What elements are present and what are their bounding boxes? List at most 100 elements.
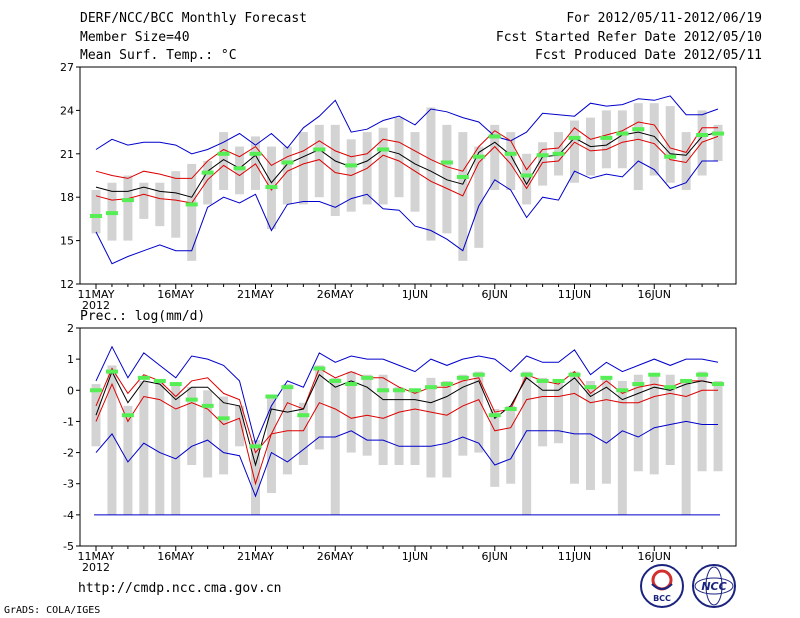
observed-marker [377,388,390,393]
spread-box [330,377,340,515]
spread-box [298,132,308,205]
observed-marker [313,366,326,371]
observed-marker [105,369,118,374]
spread-box [155,182,165,227]
spread-box [506,405,516,484]
spread-box [282,384,292,475]
observed-marker [249,151,262,156]
spread-box [426,107,436,241]
plot-frame-1 [79,327,737,547]
observed-marker [536,153,549,158]
observed-marker [201,170,214,175]
spread-box [522,153,532,205]
spread-box [713,380,723,472]
x-tick-label: 11MAY [78,550,115,563]
x-tick-label: 16MAY [157,288,194,301]
spread-box [171,384,181,515]
spread-box [171,171,181,238]
y-tick-label: 18 [60,191,74,204]
x-tick-label: 21MAY [237,550,274,563]
observed-marker [169,382,182,387]
spread-box [123,405,133,515]
spread-box [649,374,659,475]
y-tick-label: 27 [60,61,74,74]
observed-marker [600,135,613,140]
spread-box [330,124,340,217]
observed-marker [632,127,645,132]
observed-marker [568,135,581,140]
spread-box [139,182,149,219]
chart-title: DERF/NCC/BCC Monthly Forecast [80,11,307,26]
observed-marker [233,166,246,171]
observed-marker [345,382,358,387]
observed-marker [504,406,517,411]
spread-box [346,371,356,453]
spread-box [617,110,627,169]
spread-box [681,132,691,190]
bcc-logo-text: BCC [653,594,671,603]
x-tick-label: 1JUN [402,550,429,563]
spread-box [458,132,468,261]
spread-box [187,387,197,466]
start-date: Fcst Started Refer Date 2012/05/10 [495,30,762,45]
spread-box [410,390,420,466]
observed-marker [345,163,358,168]
spread-box [91,189,101,234]
spread-box [314,365,324,450]
variable-label: Mean Surf. Temp.: °C [80,48,237,63]
spread-box [442,124,452,234]
observed-marker [552,151,565,156]
observed-marker [121,413,134,418]
observed-marker [409,388,421,393]
bcc-logo: BCC [640,564,684,608]
forecast-period: For 2012/05/11-2012/06/19 [566,11,762,26]
observed-marker [217,416,230,421]
observed-marker [121,198,134,203]
observed-marker [377,147,390,152]
observed-marker [297,413,310,418]
series-lower-line [95,382,718,486]
spread-box [681,380,691,515]
observed-marker [265,185,278,190]
observed-marker [504,151,517,156]
observed-marker [313,147,326,152]
x-tick-label: 6JUN [481,288,508,301]
spread-box [394,117,404,198]
observed-marker [616,388,629,393]
observed-marker [265,394,278,399]
ncc-logo-text: NCC [701,580,726,593]
observed-marker [249,444,262,449]
observed-marker [90,214,102,219]
x-tick-label: 16JUN [637,288,671,301]
series-upper-line [95,121,718,179]
spread-box [235,405,245,447]
spread-box [538,377,548,447]
observed-marker [361,375,374,380]
observed-marker [648,372,661,377]
observed-marker [568,372,581,377]
observed-marker [185,202,198,207]
spread-box [219,132,229,190]
observed-marker [201,403,214,408]
spread-box [554,380,564,444]
spread-box [601,377,611,484]
spread-box [490,408,500,487]
observed-marker [552,378,565,383]
observed-marker [440,382,453,387]
series-max-line [95,95,719,155]
x-tick-label: 11MAY [78,288,115,301]
observed-marker [520,372,533,377]
observed-marker [329,378,342,383]
spread-box [697,371,707,472]
spread-box [410,132,420,212]
spread-box [665,374,675,466]
y-tick-label: -1 [63,415,74,428]
series-min-line [95,160,718,265]
observed-marker [456,375,469,380]
observed-marker [664,154,677,159]
x-tick-label: 11JUN [558,288,592,301]
series-mean-line [95,370,719,467]
spread-box [506,132,516,190]
spread-box [251,136,260,190]
